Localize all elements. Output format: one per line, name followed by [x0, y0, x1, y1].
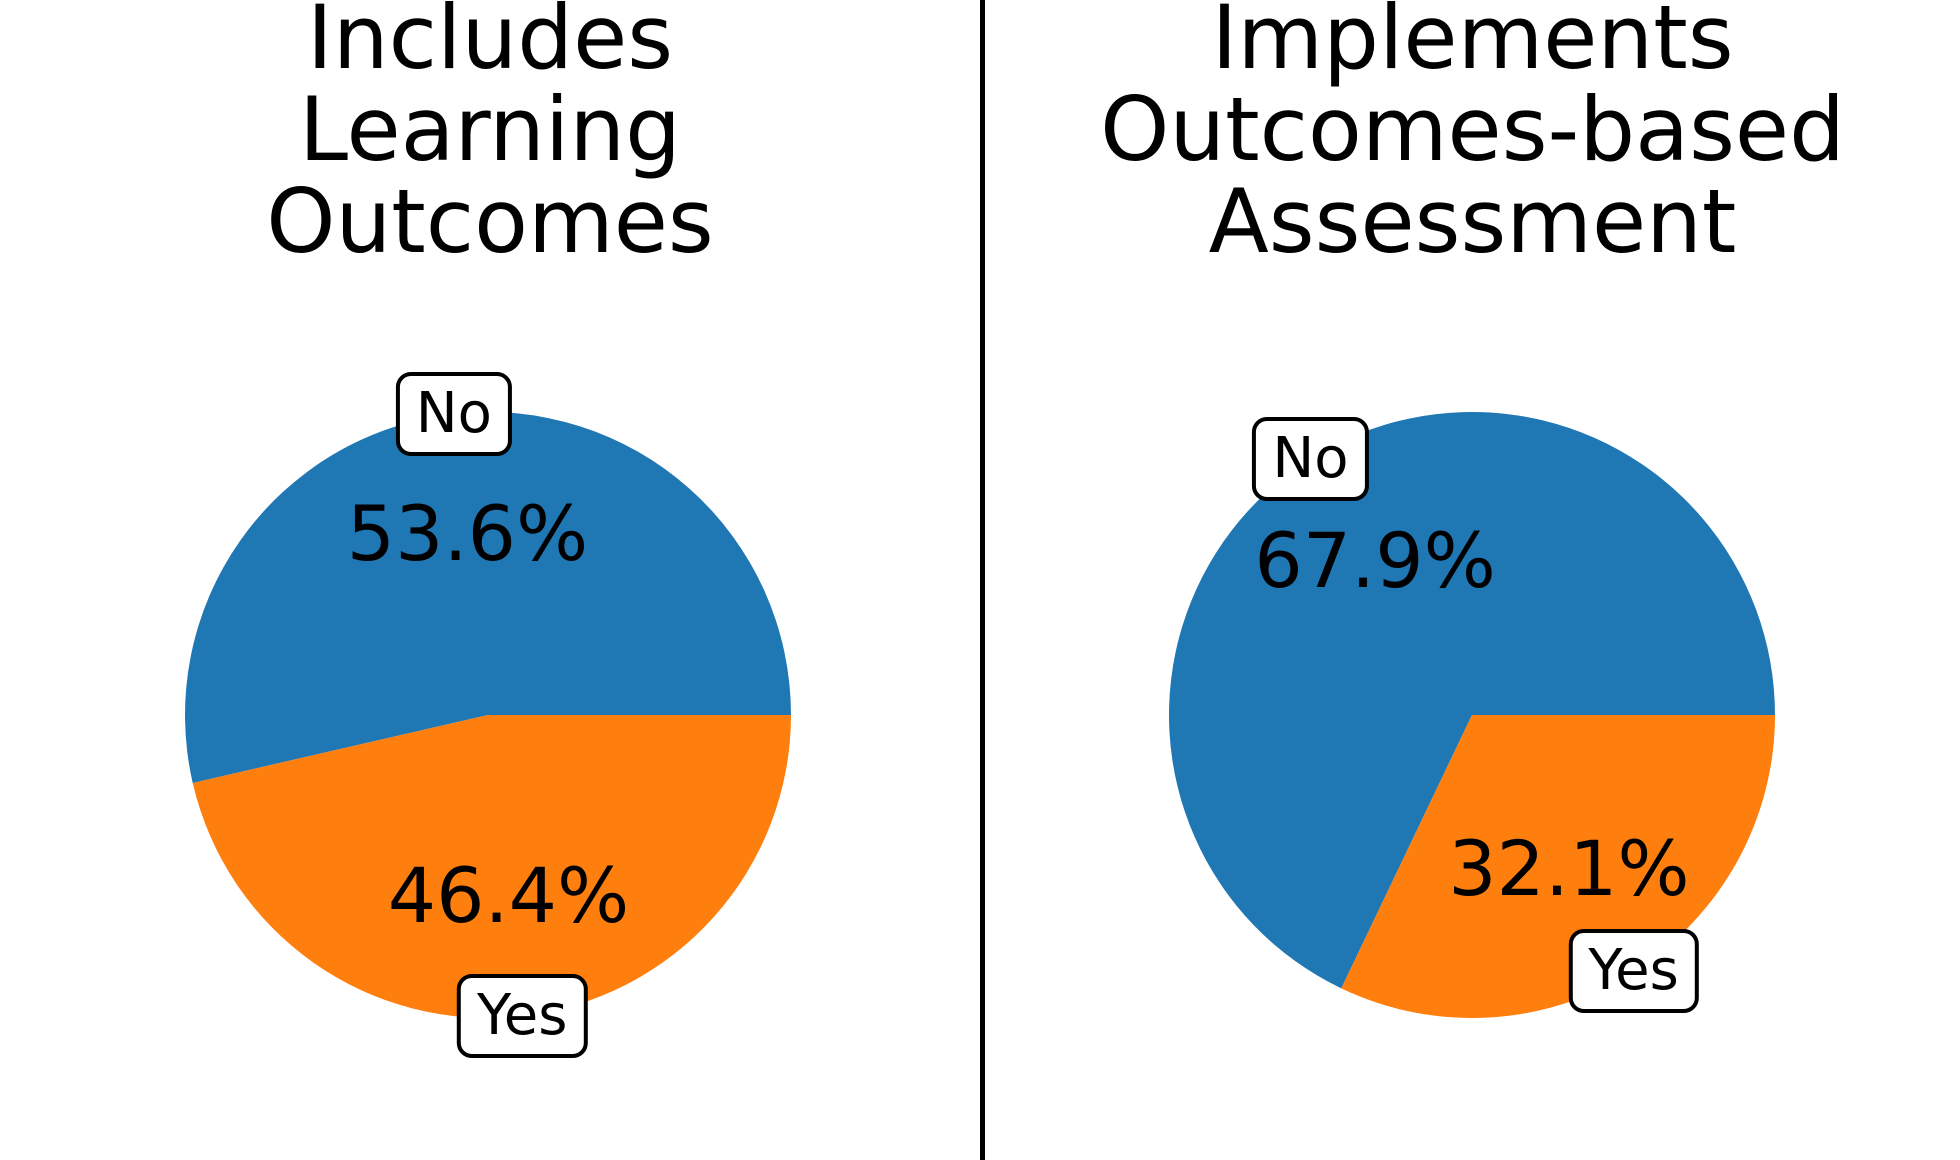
divider-line: [980, 0, 985, 1160]
slice-label-no: No: [1252, 416, 1369, 501]
title-line: Implements: [1211, 0, 1734, 89]
title-line: Assessment: [1208, 170, 1737, 273]
slice-label-yes: Yes: [456, 974, 588, 1059]
title-line: Learning: [298, 78, 682, 181]
slice-percentage-yes: 32.1%: [1448, 823, 1690, 913]
slice-percentage-yes: 46.4%: [387, 850, 630, 940]
title-line: Includes: [306, 0, 674, 89]
chart-title-left: Includes Learning Outcomes: [0, 0, 980, 268]
slice-percentage-no: 67.9%: [1254, 516, 1496, 606]
pie-slice-yes: [192, 715, 792, 1018]
slice-label-no: No: [395, 371, 512, 456]
title-line: Outcomes-based: [1100, 78, 1845, 181]
pie-slice-no: [1169, 412, 1775, 989]
slice-label-yes: Yes: [1568, 929, 1699, 1014]
title-line: Outcomes: [266, 170, 714, 273]
slice-percentage-no: 53.6%: [346, 489, 589, 579]
chart-title-right: Implements Outcomes-based Assessment: [985, 0, 1960, 268]
pie-slice-no: [185, 411, 792, 783]
